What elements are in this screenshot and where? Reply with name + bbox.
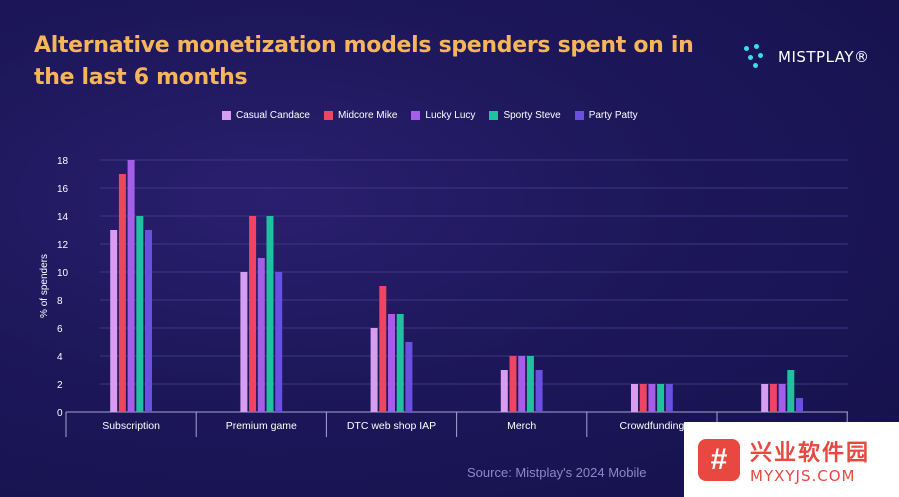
y-tick-label: 18 bbox=[57, 156, 69, 167]
bar bbox=[127, 160, 135, 412]
brand-name: MISTPLAY® bbox=[778, 48, 870, 66]
y-tick-label: 8 bbox=[57, 296, 63, 307]
y-tick-label: 12 bbox=[57, 240, 69, 251]
x-tick-label: DTC web shop IAP bbox=[347, 420, 436, 432]
x-tick-label: Subscription bbox=[102, 420, 160, 432]
bar bbox=[379, 286, 387, 412]
bar bbox=[136, 216, 144, 412]
watermark: # 兴业软件园 MYXYJS.COM bbox=[684, 422, 899, 497]
bar bbox=[257, 258, 265, 412]
legend-swatch bbox=[574, 111, 584, 120]
bar bbox=[275, 272, 283, 412]
legend-label: Casual Candace bbox=[236, 110, 310, 121]
legend-label: Lucky Lucy bbox=[425, 110, 476, 121]
y-tick-label: 6 bbox=[57, 324, 63, 335]
legend-label: Midcore Mike bbox=[337, 110, 398, 121]
y-tick-label: 4 bbox=[57, 352, 63, 363]
bar bbox=[631, 384, 638, 412]
legend-item: Party Patty bbox=[574, 110, 638, 121]
bar bbox=[518, 356, 526, 412]
bar bbox=[249, 216, 257, 412]
chart-title: Alternative monetization models spenders… bbox=[34, 33, 694, 90]
bar bbox=[509, 356, 517, 412]
bar bbox=[648, 384, 656, 412]
y-tick-label: 16 bbox=[57, 184, 69, 195]
y-tick-label: 10 bbox=[57, 268, 69, 279]
bar bbox=[639, 384, 647, 412]
x-tick-label: Merch bbox=[507, 420, 536, 432]
chart-legend: Casual Candace Midcore Mike Lucky Lucy Spor… bbox=[222, 110, 638, 121]
bar bbox=[388, 314, 395, 412]
legend-swatch bbox=[489, 111, 499, 120]
legend-item: Casual Candace bbox=[222, 110, 310, 121]
watermark-cn-text: 兴业软件园 bbox=[750, 440, 871, 466]
bar bbox=[787, 370, 795, 412]
x-tick-label: Premium game bbox=[226, 420, 297, 432]
y-tick-label: 14 bbox=[57, 212, 69, 223]
bar bbox=[778, 384, 786, 412]
bar bbox=[761, 384, 769, 412]
bar bbox=[500, 370, 508, 412]
bar bbox=[526, 356, 534, 412]
bar bbox=[145, 230, 152, 412]
legend-swatch bbox=[323, 111, 333, 120]
y-axis-label: % of spenders bbox=[39, 254, 50, 318]
hash-icon: # bbox=[698, 438, 740, 481]
bar bbox=[118, 174, 126, 412]
bar bbox=[535, 370, 543, 412]
legend-swatch bbox=[411, 111, 421, 120]
legend-item: Midcore Mike bbox=[323, 110, 398, 121]
watermark-en-text: MYXYJS.COM bbox=[750, 466, 856, 485]
legend-label: Sporty Steve bbox=[503, 110, 561, 121]
bar bbox=[396, 314, 404, 412]
bar bbox=[110, 230, 118, 412]
bar bbox=[796, 398, 803, 412]
bar bbox=[769, 384, 777, 412]
bar bbox=[405, 342, 413, 412]
y-tick-label: 0 bbox=[57, 408, 63, 419]
bar bbox=[657, 384, 665, 412]
legend-swatch bbox=[222, 111, 231, 120]
legend-label: Party Patty bbox=[588, 110, 638, 121]
y-tick-label: 2 bbox=[57, 380, 63, 391]
mistplay-logo-icon bbox=[744, 44, 770, 70]
legend-item: Sporty Steve bbox=[489, 110, 561, 121]
bar bbox=[266, 216, 274, 412]
bar bbox=[240, 272, 248, 412]
source-note: Source: Mistplay's 2024 Mobile bbox=[467, 465, 647, 480]
legend-item: Lucky Lucy bbox=[411, 110, 475, 121]
bar bbox=[370, 328, 378, 412]
x-tick-label: Crowdfunding bbox=[620, 420, 685, 432]
bar bbox=[665, 384, 673, 412]
brand-logo: MISTPLAY® bbox=[744, 44, 870, 70]
